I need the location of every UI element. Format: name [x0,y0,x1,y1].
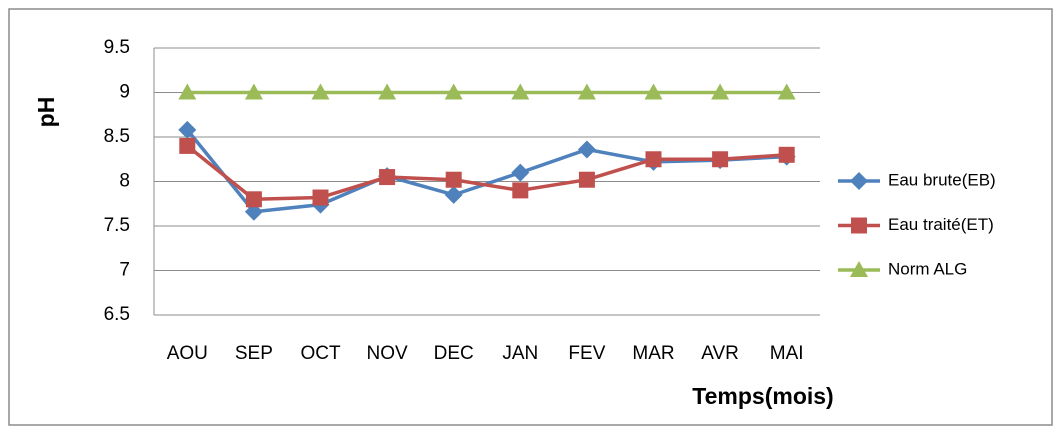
data-point [711,83,730,100]
data-point [644,83,663,100]
data-point [511,163,530,182]
data-point [445,171,462,188]
legend-label: Norm ALG [888,259,967,278]
data-point [778,146,795,163]
data-point [311,83,330,100]
legend-label: Eau brute(EB) [888,170,996,189]
data-point [511,83,530,100]
data-point [578,171,595,188]
y-axis-label: pH [33,97,59,128]
data-point [245,191,262,208]
x-tick-label: MAR [632,343,674,364]
y-tick-label: 8.5 [104,126,130,147]
data-point [378,83,397,100]
legend-label: Eau traité(ET) [888,215,994,234]
y-tick-label: 9.5 [104,37,130,58]
data-point [179,137,196,154]
data-point [312,189,329,206]
x-tick-label: SEP [235,343,273,364]
data-point [512,182,529,199]
y-tick-label: 9 [119,82,130,103]
data-point [444,185,463,204]
data-point [777,83,796,100]
x-tick-label: DEC [434,343,474,364]
data-point [444,83,463,100]
x-tick-label: MAI [770,343,804,364]
legend-marker [850,261,868,277]
data-point [577,83,596,100]
data-point [577,140,596,159]
x-tick-label: OCT [300,343,341,364]
data-point [712,151,729,168]
y-tick-label: 7.5 [104,215,130,236]
x-tick-label: AVR [701,343,739,364]
data-point [379,169,396,186]
data-point [178,120,197,139]
y-tick-label: 6.5 [104,304,130,325]
x-tick-label: JAN [502,343,538,364]
legend-marker [851,217,867,234]
x-tick-label: NOV [367,343,409,364]
chart-border [8,8,1053,426]
x-tick-label: FEV [568,343,605,364]
x-tick-label: AOU [167,343,208,364]
x-axis-label: Temps(mois) [692,383,833,409]
data-point [244,83,263,100]
data-point [645,151,662,168]
series-line [186,144,787,202]
y-tick-label: 7 [119,260,130,281]
legend-marker [850,172,868,190]
y-tick-label: 8 [119,171,130,192]
data-point [178,83,197,100]
